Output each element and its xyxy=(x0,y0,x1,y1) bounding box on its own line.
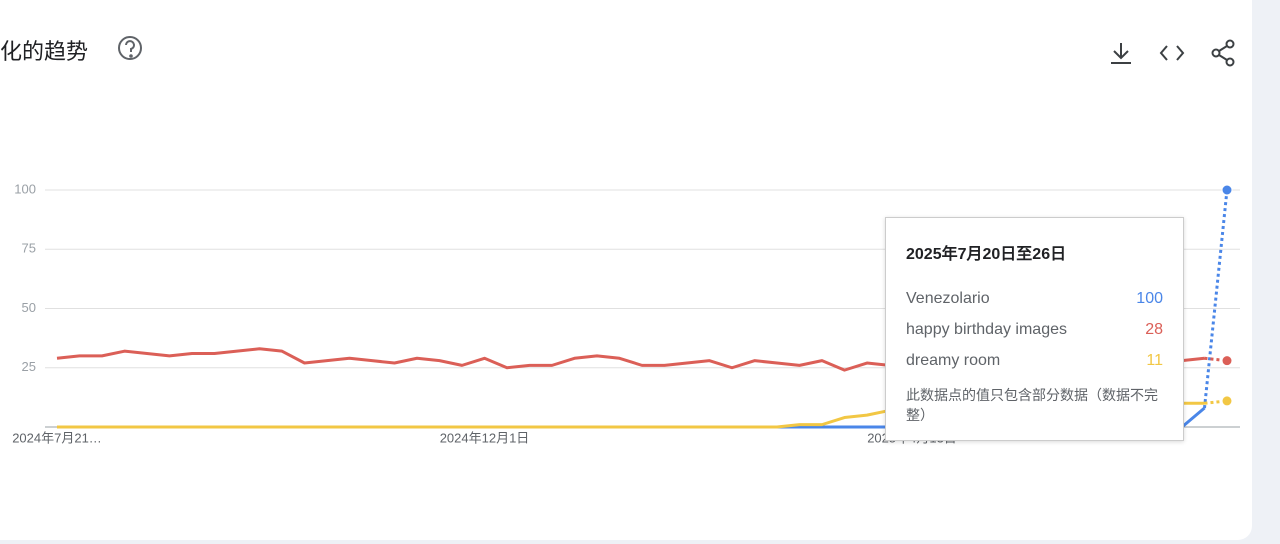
last-point xyxy=(1221,184,1233,196)
tooltip-value: 11 xyxy=(1146,352,1163,369)
tooltip-row: dreamy room 11 xyxy=(906,352,1163,383)
y-tick-label: 100 xyxy=(14,181,36,196)
chart-title: 化的趋势 xyxy=(0,39,88,64)
last-point xyxy=(1221,355,1233,367)
tooltip-series-name: dreamy room xyxy=(906,352,1001,369)
y-tick-label: 25 xyxy=(22,359,36,374)
x-tick-label: 2024年7月21… xyxy=(12,430,102,445)
tooltip-row: Venezolario 100 xyxy=(906,290,1163,321)
download-icon[interactable] xyxy=(1111,43,1131,64)
tooltip-value: 100 xyxy=(1136,290,1163,307)
share-icon[interactable] xyxy=(1211,39,1235,67)
tooltip-series-name: happy birthday images xyxy=(906,321,1067,338)
tooltip-note: 此数据点的值只包含部分数据（数据不完整） xyxy=(906,387,1158,423)
partial-segment xyxy=(1203,189,1229,409)
tooltip-title: 2025年7月20日至26日 xyxy=(906,246,1067,263)
embed-icon[interactable] xyxy=(1159,45,1185,61)
tooltip-value: 28 xyxy=(1145,321,1163,338)
y-tick-label: 75 xyxy=(22,241,36,256)
card: 化的趋势 2550751002024年7月21…2024年12月1日2025年4… xyxy=(0,0,1252,540)
help-icon[interactable] xyxy=(118,36,142,60)
x-tick-label: 2024年12月1日 xyxy=(440,430,530,445)
tooltip-rows: Venezolario 100 happy birthday images 28 dre… xyxy=(906,290,1163,383)
tooltip-series-name: Venezolario xyxy=(906,290,990,307)
y-tick-label: 50 xyxy=(22,300,36,315)
tooltip: 2025年7月20日至26日 Venezolario 100 happy birth… xyxy=(885,217,1184,441)
tooltip-row: happy birthday images 28 xyxy=(906,321,1163,352)
last-point xyxy=(1221,395,1233,407)
